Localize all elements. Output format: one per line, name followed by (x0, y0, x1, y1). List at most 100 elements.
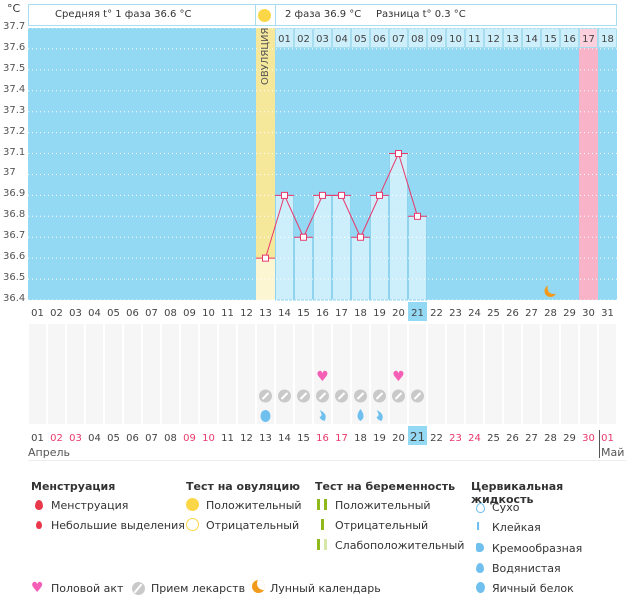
calendar-day: 22 (430, 433, 443, 444)
marker-cell (219, 324, 236, 424)
cycle-day-label: 05 (354, 34, 367, 45)
pregnancy-positive-icon (317, 499, 320, 510)
month-label-may: Май (601, 446, 625, 459)
temperature-bar (332, 194, 351, 301)
month-separator (599, 430, 600, 458)
cycle-day-label: 11 (468, 34, 481, 45)
pill-marker-stripe (375, 392, 384, 400)
cycle-day-cell (408, 28, 427, 48)
y-tick-label: 36.9 (3, 188, 26, 200)
bbt-chart: 01 02 03 04 05 06 07 08 09 10 11 12 13 14 15 16 17 18 01 02… (28, 27, 617, 445)
fluid-sticky-icon: I (476, 520, 481, 533)
heart-marker: ♥ (392, 369, 405, 385)
y-tick-label: 37.6 (3, 41, 26, 53)
legend-menstruation: Менструация (51, 499, 129, 512)
temperature-bar (313, 194, 332, 301)
calendar-day: 06 (126, 433, 139, 444)
x-tick-label: 31 (601, 308, 614, 319)
today-highlight (408, 302, 427, 321)
legend-lunar: Лунный календарь (270, 582, 381, 595)
temperature-point (338, 191, 345, 199)
fluid-creamy-marker (376, 410, 383, 421)
x-tick-label: 20 (392, 308, 405, 319)
legend-pregnancy-negative: Отрицательный (335, 519, 429, 532)
calendar-day: 11 (221, 433, 234, 444)
y-tick-label: 37.7 (3, 21, 26, 32)
marker-cell (200, 324, 217, 424)
cycle-day-cell (484, 28, 503, 48)
legend-title-pregnancy-test: Тест на беременность (315, 480, 456, 493)
legend-title-menstruation: Менструация (31, 480, 116, 493)
y-tick-label: 36.4 (3, 293, 26, 304)
cycle-day-label: 06 (373, 34, 386, 45)
y-tick-label: 36.6 (3, 251, 26, 263)
fluid-watery-icon (476, 563, 484, 573)
temperature-bar (256, 258, 275, 300)
x-tick-label: 05 (107, 308, 120, 319)
calendar-day: 01 (601, 433, 614, 444)
calendar-day: 27 (525, 433, 538, 444)
calendar-day: 05 (107, 433, 120, 444)
ovulation-column (256, 28, 275, 300)
x-tick-label: 18 (354, 308, 367, 319)
cycle-day-label: 03 (316, 34, 329, 45)
pregnancy-weak-icon (317, 539, 320, 550)
calendar-day: 24 (468, 433, 481, 444)
month-underline (28, 460, 626, 461)
calendar-day: 13 (259, 433, 272, 444)
x-tick-label: 12 (240, 308, 253, 319)
calendar-day: 10 (202, 433, 215, 444)
calendar-day: 15 (297, 433, 310, 444)
temperature-point (376, 191, 383, 199)
ovulation-sun-icon (258, 9, 271, 22)
x-tick-label: 06 (126, 308, 139, 319)
marker-cell (485, 324, 502, 424)
temperature-point (281, 191, 288, 199)
ovulation-negative-icon (186, 518, 199, 531)
temperature-point (395, 150, 402, 158)
marker-cell (105, 324, 122, 424)
marker-cell (162, 324, 179, 424)
cycle-day-cell (446, 28, 465, 48)
calendar-day: 25 (487, 433, 500, 444)
pregnancy-negative-icon (321, 519, 324, 530)
marker-cell (371, 324, 388, 424)
fluid-watery-marker (357, 409, 364, 421)
marker-cell (48, 324, 65, 424)
cycle-day-label: 16 (563, 34, 576, 45)
marker-cell (257, 324, 274, 424)
cycle-day-label: 01 (278, 34, 291, 45)
cycle-day-cell (313, 28, 332, 48)
cycle-day-label: 18 (601, 34, 614, 45)
marker-cell (181, 324, 198, 424)
pill-marker-stripe (318, 392, 327, 400)
legend-fluid-eggwhite: Яичный белок (492, 582, 574, 595)
legend-ovulation-positive: Положительный (206, 499, 302, 512)
y-tick-label: 37.3 (3, 104, 26, 116)
marker-cell (29, 324, 46, 424)
calendar-day: 29 (563, 433, 576, 444)
calendar-day: 17 (335, 433, 348, 444)
legend-medication: Прием лекарств (151, 582, 246, 595)
legend-pregnancy-weak: Слабоположительный (335, 539, 465, 552)
calendar-day: 08 (164, 433, 177, 444)
calendar-today-highlight (408, 426, 427, 445)
legend-title-cervical-fluid: Цервикальная жидкость (471, 480, 564, 506)
marker-cell (409, 324, 426, 424)
x-tick-label: 17 (335, 308, 348, 319)
y-tick-label: 37.4 (3, 83, 26, 95)
pill-marker-stripe (280, 392, 289, 400)
y-tick-label: 37.5 (3, 62, 26, 74)
marker-cell (86, 324, 103, 424)
calendar-day: 30 (582, 433, 595, 444)
temperature-bar (275, 194, 294, 301)
x-tick-label: 28 (544, 308, 557, 319)
calendar-day: 16 (316, 433, 329, 444)
cycle-day-cell (541, 28, 560, 48)
x-tick-label: 14 (278, 308, 291, 319)
calendar-day: 18 (354, 433, 367, 444)
x-tick-label: 26 (506, 308, 519, 319)
x-tick-label: 13 (259, 308, 272, 319)
calendar-day: 23 (449, 433, 462, 444)
marker-cell (504, 324, 521, 424)
